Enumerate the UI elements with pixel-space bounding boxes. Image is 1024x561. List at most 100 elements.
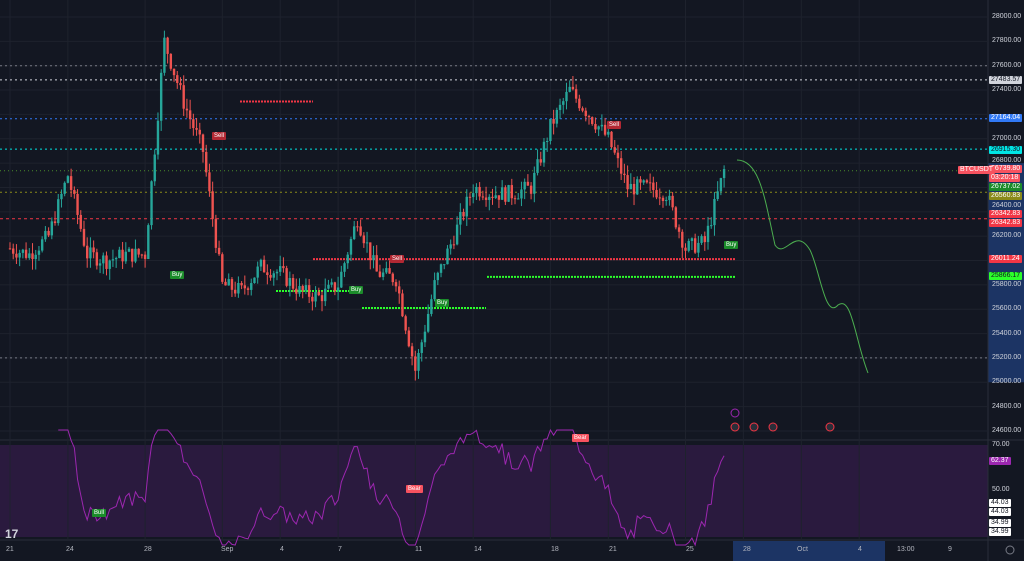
candle (545, 140, 549, 142)
rsi-signal-buy: Bull (92, 509, 107, 517)
candle (121, 249, 124, 262)
settings-icon[interactable] (1005, 545, 1015, 555)
candle (449, 244, 452, 249)
tradingview-logo: 17 (5, 527, 19, 541)
signal-buy: Buy (724, 241, 739, 249)
candle (314, 291, 317, 302)
candle (346, 254, 349, 264)
candle (159, 72, 163, 121)
candle (143, 254, 147, 260)
candle (217, 247, 221, 255)
candle (8, 248, 12, 250)
candle (529, 185, 533, 194)
candle (468, 196, 472, 198)
candle (28, 253, 31, 258)
candle (256, 266, 259, 278)
price-tick: 25400.00 (992, 329, 1022, 337)
candle (279, 266, 282, 272)
price-tick: 24800.00 (992, 402, 1022, 410)
candle (555, 109, 559, 124)
candle (31, 253, 34, 260)
candle (568, 86, 571, 92)
candle (57, 199, 60, 224)
candle (407, 330, 411, 347)
candle (703, 236, 706, 243)
candle (584, 110, 587, 117)
candle (233, 289, 237, 294)
candle (150, 181, 153, 226)
time-tick: Sep (221, 546, 234, 553)
candle (259, 259, 263, 267)
rsi-value: 62.37 (989, 457, 1011, 465)
candle (665, 200, 668, 202)
time-tick: 21 (6, 546, 14, 553)
time-axis-highlight (733, 541, 885, 561)
candle (623, 173, 626, 176)
candle (73, 189, 76, 194)
candle (443, 264, 446, 266)
candle (677, 227, 681, 232)
event-flag-icon (730, 422, 740, 432)
candle (436, 272, 440, 281)
price-tick: 27600.00 (992, 61, 1022, 69)
candle (307, 285, 311, 297)
candle (15, 253, 18, 258)
candle (304, 285, 308, 291)
candle (700, 236, 703, 243)
candle (82, 228, 86, 246)
candle (295, 288, 298, 294)
candle (166, 37, 169, 54)
candle (713, 199, 716, 226)
candle (494, 195, 497, 198)
candle (706, 225, 710, 243)
forecast-path (736, 159, 869, 374)
candle (69, 176, 73, 190)
candle (79, 214, 82, 229)
candle (211, 191, 214, 219)
candle (349, 239, 353, 255)
candle (616, 152, 620, 159)
price-tick: 26800.00 (992, 156, 1022, 164)
candle (198, 129, 201, 135)
candle (92, 247, 95, 253)
candle (47, 230, 50, 236)
event-flag-icon (749, 422, 759, 432)
candle (552, 118, 555, 124)
rsi-label: 34.99 (989, 528, 1011, 536)
signal-buy: Buy (435, 299, 450, 307)
candle (156, 120, 160, 155)
candle (108, 260, 111, 269)
candle (681, 231, 684, 248)
candle (600, 124, 604, 127)
candle (652, 182, 655, 190)
candle (455, 224, 459, 245)
candle (365, 242, 369, 244)
price-tick: 24600.00 (992, 426, 1022, 434)
candle (250, 283, 253, 290)
candle (578, 98, 581, 109)
candle (404, 316, 407, 331)
price-tick: 25800.00 (992, 280, 1022, 288)
signal-sell: Sell (607, 121, 622, 129)
candle (195, 128, 198, 130)
candle (658, 197, 661, 199)
candle (324, 288, 327, 302)
candle (517, 198, 520, 200)
candle (619, 158, 623, 174)
candle (446, 248, 449, 265)
candle (317, 291, 320, 296)
candle (111, 259, 115, 261)
candle (230, 279, 234, 290)
candle (243, 285, 247, 289)
candle (66, 176, 70, 183)
candle (488, 196, 491, 200)
candle (426, 313, 430, 332)
candle (352, 226, 356, 240)
candle (98, 263, 102, 266)
candle (410, 346, 414, 357)
candle (275, 271, 279, 274)
candle (269, 274, 272, 278)
candle (591, 117, 594, 124)
candle (140, 254, 144, 256)
